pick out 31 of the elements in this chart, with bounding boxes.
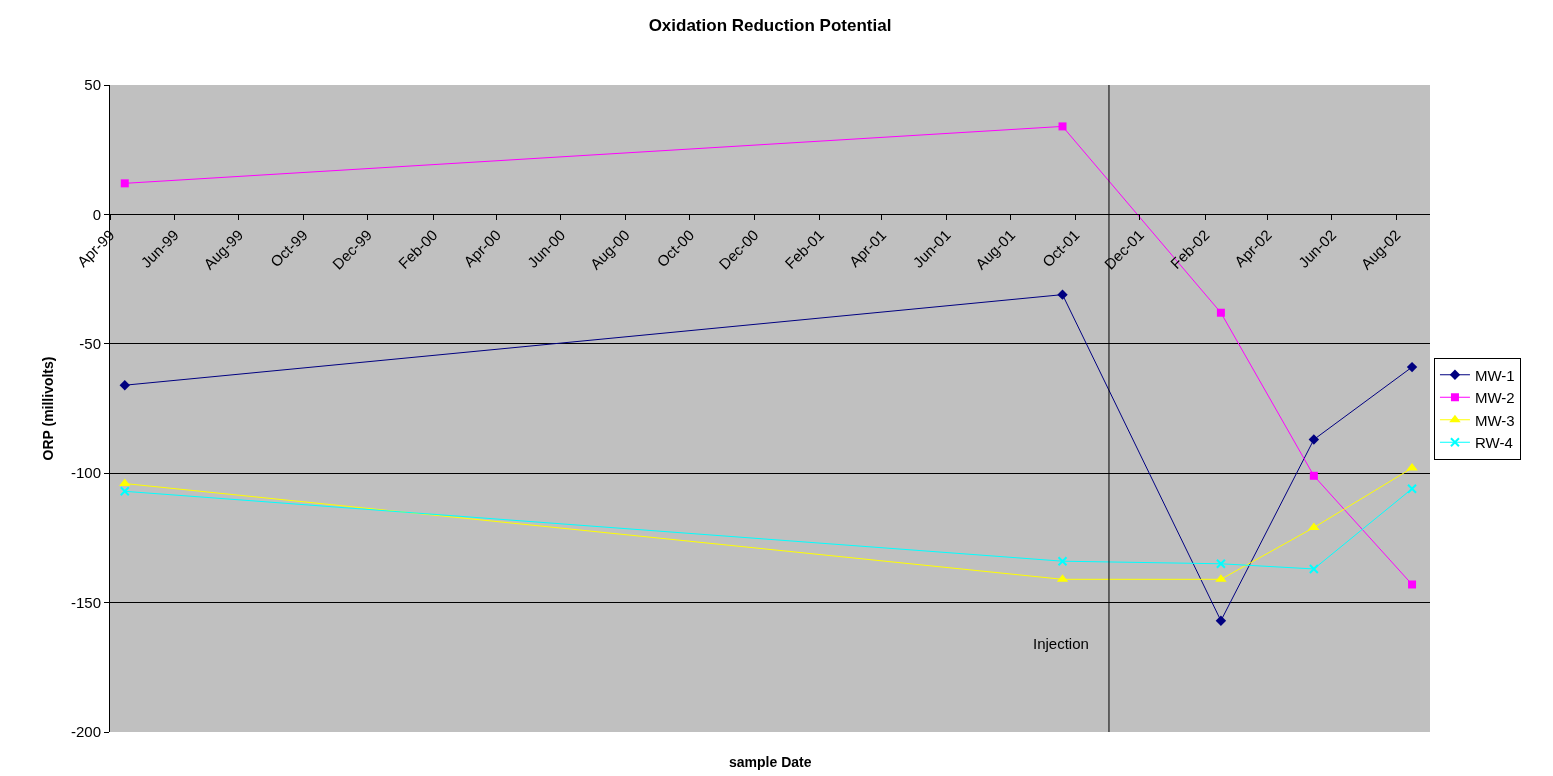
point — [1215, 615, 1227, 626]
y-tick-label: 50 — [84, 76, 101, 94]
y-tick-label: -150 — [70, 593, 101, 611]
point — [1057, 289, 1068, 300]
x-axis-title: sample Date — [729, 754, 812, 770]
chart-title: Oxidation Reduction Potential — [648, 16, 892, 36]
legend-label: MW-3 — [1474, 411, 1515, 429]
point — [1408, 580, 1417, 589]
y-tick-label: -100 — [70, 464, 101, 482]
legend-label: MW-2 — [1474, 389, 1515, 407]
point — [119, 486, 130, 497]
point — [119, 380, 130, 391]
point — [1309, 471, 1318, 480]
point — [1308, 563, 1319, 574]
point — [1216, 308, 1225, 317]
point — [1308, 434, 1320, 445]
y-tick-label: -50 — [79, 335, 101, 353]
y-axis-title: ORP (millivolts) — [39, 356, 56, 461]
y-tick-label: -200 — [70, 723, 101, 741]
legend-label: RW-4 — [1474, 434, 1513, 452]
legend-label: MW-1 — [1474, 366, 1515, 384]
point — [1308, 522, 1320, 531]
y-tick-label: 0 — [92, 205, 101, 223]
ref-line-label: Injection — [1033, 635, 1089, 652]
point — [1057, 556, 1068, 567]
point — [120, 179, 129, 188]
point — [1407, 483, 1418, 494]
point — [119, 478, 131, 487]
point — [1215, 558, 1226, 569]
point — [1058, 122, 1067, 131]
point — [1406, 361, 1418, 373]
